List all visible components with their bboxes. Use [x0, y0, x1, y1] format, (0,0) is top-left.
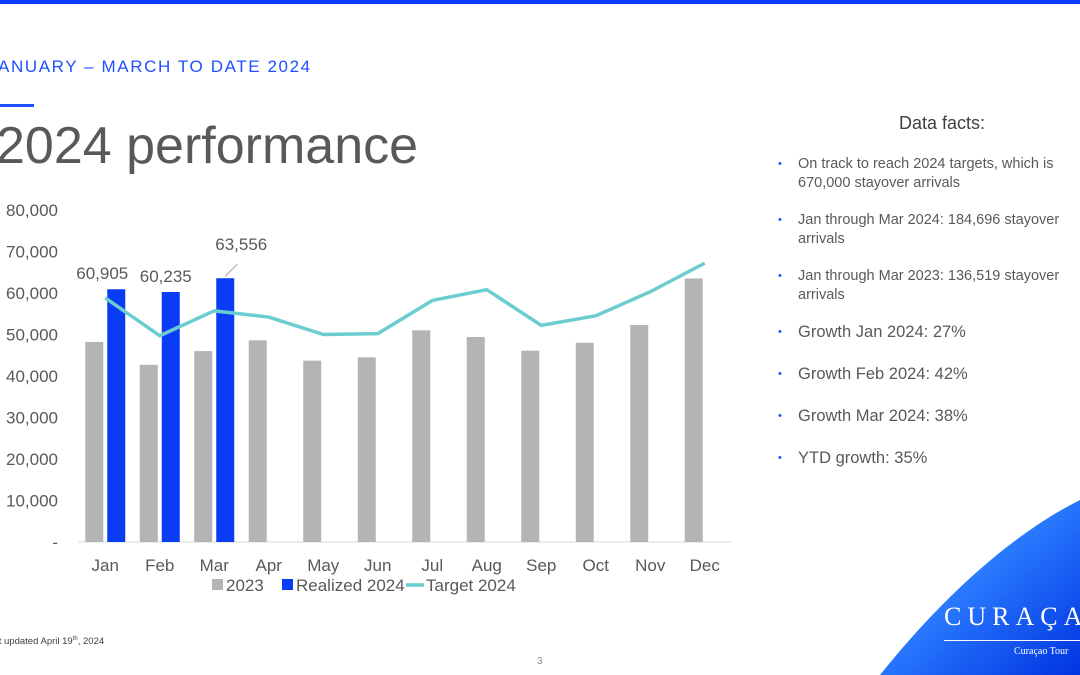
x-tick-label: Apr — [256, 556, 283, 575]
logo-wordmark: CURAÇA — [944, 602, 1080, 631]
data-label-realized: 60,235 — [140, 267, 192, 286]
last-updated-footnote: st updated April 19th, 2024 — [0, 636, 105, 648]
bar-2023 — [357, 357, 376, 542]
x-tick-label: Jul — [421, 556, 443, 575]
bar-2023 — [466, 336, 485, 542]
bar-2023 — [412, 330, 431, 542]
x-tick-label: Jun — [364, 556, 391, 575]
y-tick-label: 40,000 — [6, 367, 58, 386]
x-tick-label: May — [307, 556, 340, 575]
legend-swatch — [282, 579, 293, 590]
bullet-icon: • — [778, 158, 782, 170]
y-tick-label: - — [52, 533, 58, 552]
x-tick-label: Mar — [200, 556, 230, 575]
legend-label: 2023 — [226, 576, 264, 595]
bullet-icon: • — [778, 410, 782, 422]
data-label-realized: 60,905 — [76, 264, 128, 283]
data-label-leader — [224, 263, 238, 277]
bullet-icon: • — [778, 368, 782, 380]
fact-item: • Jan through Mar 2024: 184,696 stayover … — [778, 212, 1060, 247]
page-number: 3 — [537, 656, 543, 667]
y-tick-label: 50,000 — [6, 326, 58, 345]
fact-item: • YTD growth: 35% — [778, 449, 928, 467]
y-tick-label: 30,000 — [6, 409, 58, 428]
data-facts-list: • On track to reach 2024 targets, which i… — [778, 155, 1080, 491]
fact-item: • Growth Feb 2024: 42% — [778, 365, 968, 383]
fact-item: • Growth Mar 2024: 38% — [778, 407, 968, 425]
bullet-icon: • — [778, 452, 782, 464]
bullet-icon: • — [778, 326, 782, 338]
bar-2023 — [85, 341, 104, 542]
bar-2023 — [139, 364, 158, 542]
x-tick-label: Nov — [635, 556, 666, 575]
bar-realized-2024 — [216, 278, 235, 542]
subtitle-underline — [0, 104, 34, 107]
bar-realized-2024 — [161, 292, 180, 542]
y-tick-label: 70,000 — [6, 243, 58, 262]
x-tick-label: Feb — [145, 556, 174, 575]
bar-realized-2024 — [107, 289, 126, 542]
bar-2023 — [630, 324, 649, 542]
y-tick-label: 60,000 — [6, 284, 58, 303]
data-facts-title: Data facts: — [899, 113, 986, 133]
data-label-realized: 63,556 — [215, 235, 267, 254]
bullet-icon: • — [778, 270, 782, 282]
bar-2023 — [521, 350, 540, 542]
top-accent-bar — [0, 0, 1080, 4]
slide-subtitle: ANUARY – MARCH TO DATE 2024 — [0, 57, 312, 76]
curacao-tourist-board-logo: CURAÇA Curaçao Tour — [944, 602, 1080, 657]
fact-item: • On track to reach 2024 targets, which i… — [778, 156, 1054, 191]
bar-2023 — [684, 278, 703, 542]
bullet-icon: • — [778, 214, 782, 226]
bar-2023 — [303, 360, 322, 542]
legend-label: Target 2024 — [426, 576, 516, 595]
y-tick-label: 20,000 — [6, 450, 58, 469]
x-tick-label: Aug — [472, 556, 502, 575]
bar-2023 — [575, 342, 594, 542]
x-tick-label: Oct — [583, 556, 610, 575]
x-tick-label: Jan — [92, 556, 119, 575]
logo-rule — [944, 640, 1080, 641]
corner-swoosh-graphic — [880, 500, 1080, 675]
fact-item: • Growth Jan 2024: 27% — [778, 323, 966, 341]
bar-2023 — [194, 351, 213, 542]
line-target-2024 — [104, 261, 706, 338]
y-tick-label: 80,000 — [6, 201, 58, 220]
fact-item: • Jan through Mar 2023: 136,519 stayover … — [778, 268, 1060, 303]
bar-2023 — [248, 340, 267, 542]
logo-subtext: Curaçao Tour — [1014, 646, 1069, 657]
legend-swatch — [212, 579, 223, 590]
slide-title: 2024 performance — [0, 117, 419, 175]
y-tick-label: 10,000 — [6, 492, 58, 511]
arrivals-chart: - 10,000 20,000 30,000 40,000 50,000 60,000 70,… — [6, 201, 732, 595]
legend-label: Realized 2024 — [296, 576, 405, 595]
x-tick-label: Dec — [690, 556, 721, 575]
x-tick-label: Sep — [526, 556, 556, 575]
